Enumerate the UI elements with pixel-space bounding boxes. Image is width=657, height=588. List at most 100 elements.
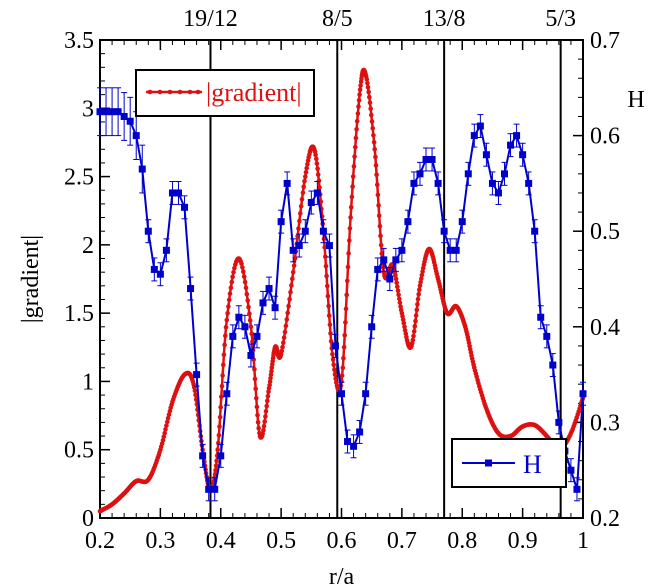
gradient-point [342,333,348,338]
y-right-tick-label: 0.6 [590,124,620,150]
H-point [555,418,563,426]
gradient-point [348,205,354,210]
gradient-point [252,376,258,382]
H-point [211,485,219,493]
H-point [132,132,140,140]
gradient-point [373,154,378,160]
gradient-point [373,163,379,168]
gradient-point [398,304,403,309]
H-point [120,112,128,120]
gradient-point [333,376,339,382]
gradient-point [268,372,274,378]
H-point [187,285,195,293]
gradient-point [249,331,254,337]
x-tick-label: 0.5 [266,528,296,554]
gradient-point [216,432,222,438]
gradient-point [163,427,168,432]
gradient-point [225,310,230,316]
gradient-point [231,269,236,275]
gradient-point [252,366,257,372]
gradient-point [349,194,355,200]
gradient-point [223,325,229,330]
y-left-axis-label: |gradient| [18,235,44,323]
gradient-point [326,313,332,318]
gradient-point [268,375,273,381]
gradient-point [241,269,246,274]
gradient-point [287,296,292,302]
gradient-point [164,423,169,428]
data-series [96,67,587,514]
H-point [464,170,472,178]
gradient-point [285,310,291,316]
gradient-point [332,372,338,377]
gradient-point [218,404,223,410]
H-point [319,227,327,235]
gradient-point [357,92,362,97]
H-point [380,256,388,264]
gradient-point [348,215,353,220]
H-point [422,156,430,163]
gradient-point [162,430,167,436]
gradient-point [352,154,357,159]
gradient-point [322,245,328,250]
H-point [235,313,243,321]
gradient-point [354,118,360,124]
gradient-point [221,362,226,368]
legend-gradient-marker [177,89,183,95]
gradient-point [305,161,310,167]
H-point [350,442,358,450]
legend-gradient-marker [147,89,153,95]
y-right-tick-label: 0.5 [590,219,620,245]
gradient-point [341,345,347,350]
y-left-tick-label: 2 [82,233,94,259]
H-point [362,390,370,398]
gradient-point [261,423,267,429]
gradient-point [279,348,285,354]
H-point [223,390,231,398]
gradient-point [315,166,320,172]
H-point [229,332,237,340]
H-point [295,242,303,250]
gradient-point [239,261,244,267]
gradient-point [246,304,251,310]
gradient-point [193,397,199,402]
legends: |gradient| H [135,69,567,488]
H-point [259,299,267,307]
gradient-point [247,311,252,317]
y-right-tick-label: 0.2 [590,506,620,532]
H-point [488,179,496,187]
gradient-point [193,392,198,398]
H-point [241,323,249,331]
H-point [374,265,382,273]
H-point [307,199,315,207]
gradient-point [328,338,334,344]
gradient-point [300,190,306,196]
H-point [96,108,104,116]
gradient-point [283,323,289,329]
H-point [470,132,478,140]
gradient-point [415,302,420,307]
legend-gradient-marker [195,89,201,95]
gradient-point [419,272,425,278]
gradient-point [229,279,235,285]
gradient-point [396,292,401,298]
gradient-point [254,404,260,410]
y-left-tick-label: 3 [82,96,94,122]
H-point [181,203,189,211]
gradient-point [356,97,362,103]
gradient-point [299,197,305,202]
H-point [114,108,122,116]
x-tick-label: 0.8 [447,528,477,554]
gradient-point [366,89,372,95]
H-point [494,189,502,197]
gradient-point [298,211,303,216]
gradient-point [378,242,384,248]
H-point [108,108,116,116]
H-point [168,189,176,197]
gradient-point [288,289,293,295]
gradient-point [339,373,345,378]
gradient-point [267,379,273,384]
y-left-tick-label: 0.5 [64,438,94,464]
gradient-point [340,365,346,371]
gradient-point [332,367,337,373]
